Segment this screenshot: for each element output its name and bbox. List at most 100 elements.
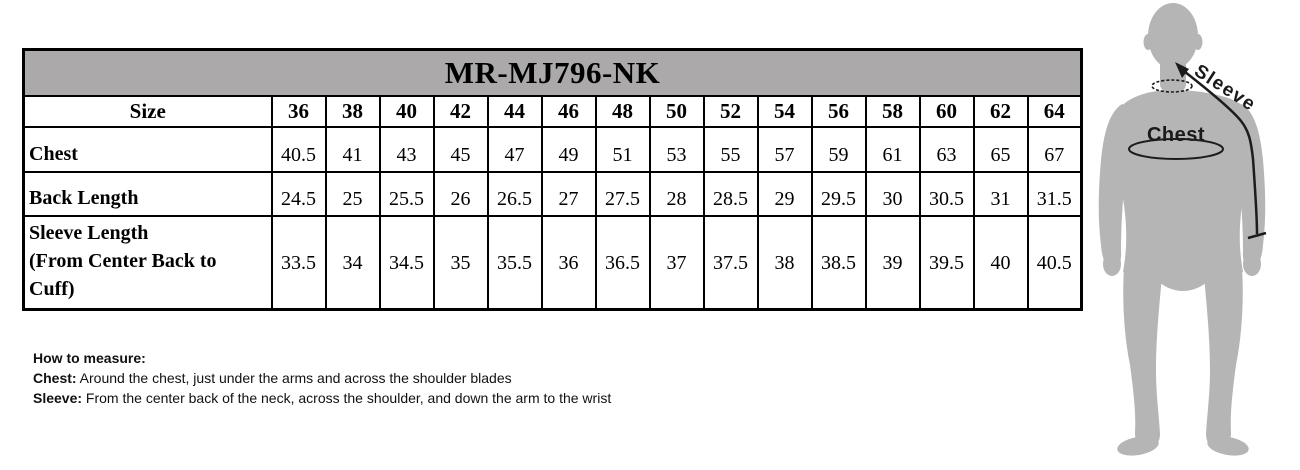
measurement-value-cell: 34 [324, 215, 381, 311]
measurement-value-cell: 57 [756, 126, 813, 173]
sleeve-line-end-bar [1247, 231, 1267, 240]
size-col-header: 36 [270, 95, 327, 128]
measurement-value-cell: 43 [378, 126, 435, 173]
hand-left [1103, 252, 1121, 276]
measurement-value-cell: 33.5 [270, 215, 327, 311]
arm-right [1236, 104, 1266, 269]
measurement-value-cell: 49 [540, 126, 597, 173]
hand-right [1243, 252, 1261, 276]
measurement-value-cell: 59 [810, 126, 867, 173]
size-col-header: 40 [378, 95, 435, 128]
measurement-value-cell: 25.5 [378, 171, 435, 217]
chest-figure-label: Chest [1147, 124, 1205, 146]
leg-left [1123, 268, 1162, 448]
size-col-header: 54 [756, 95, 813, 128]
size-col-header: 38 [324, 95, 381, 128]
measurement-value-cell: 47 [486, 126, 543, 173]
neck [1160, 52, 1186, 92]
how-to-measure-block: How to measure: Chest: Around the chest,… [33, 348, 611, 408]
measurement-value-cell: 36.5 [594, 215, 651, 311]
leg-right [1204, 268, 1243, 448]
chest-term: Chest: [33, 370, 77, 386]
measurement-value-cell: 35.5 [486, 215, 543, 311]
measurement-value-cell: 27.5 [594, 171, 651, 217]
size-col-header: 46 [540, 95, 597, 128]
measurement-value-cell: 26 [432, 171, 489, 217]
size-col-header: 52 [702, 95, 759, 128]
measurement-value-cell: 31 [972, 171, 1029, 217]
size-col-header: 58 [864, 95, 921, 128]
body-silhouette-illustration: Sleeve Chest [1098, 3, 1267, 456]
product-code-title: MR-MJ796-NK [22, 48, 1083, 97]
measurement-row-label: Back Length [22, 171, 273, 217]
measurement-value-cell: 31.5 [1026, 171, 1083, 217]
measurement-value-cell: 40 [972, 215, 1029, 311]
how-to-measure-sleeve-line: Sleeve: From the center back of the neck… [33, 388, 611, 408]
table-title-row: MR-MJ796-NK [22, 48, 1083, 97]
size-col-header: 64 [1026, 95, 1083, 128]
sleeve-arrowhead-icon [1175, 62, 1189, 78]
measurement-marks [1128, 67, 1267, 240]
measurement-value-cell: 55 [702, 126, 759, 173]
size-header-label: Size [22, 95, 273, 128]
measurement-value-cell: 38.5 [810, 215, 867, 311]
measurement-value-cell: 28 [648, 171, 705, 217]
measurement-value-cell: 53 [648, 126, 705, 173]
measurement-row: Back Length 24.5 25 25.5 26 26.5 27 27.5 28 28.5 2… [22, 171, 1083, 217]
measurement-value-cell: 30 [864, 171, 921, 217]
measurement-value-cell: 37 [648, 215, 705, 311]
measurement-value-cell: 26.5 [486, 171, 543, 217]
pelvis [1148, 266, 1218, 291]
size-header-row: Size 36 38 40 42 44 46 48 50 52 54 56 58 60 62 64 [22, 95, 1083, 128]
body-silhouette [1098, 3, 1266, 456]
sleeve-description: From the center back of the neck, across… [82, 390, 612, 406]
foot-left [1117, 436, 1159, 456]
sleeve-measure-line [1179, 67, 1259, 235]
how-to-measure-title: How to measure: [33, 350, 146, 366]
measurement-value-cell: 34.5 [378, 215, 435, 311]
measurement-value-cell: 27 [540, 171, 597, 217]
measurement-value-cell: 65 [972, 126, 1029, 173]
size-col-header: 44 [486, 95, 543, 128]
measurement-value-cell: 41 [324, 126, 381, 173]
size-col-header: 62 [972, 95, 1029, 128]
sleeve-term: Sleeve: [33, 390, 83, 406]
head [1148, 3, 1198, 69]
measurement-value-cell: 36 [540, 215, 597, 311]
measurement-value-cell: 39.5 [918, 215, 975, 311]
size-table-body: Chest 40.5 41 43 45 47 49 51 53 55 57 59 61 63 65 67 Bac… [22, 126, 1083, 311]
measurement-value-cell: 45 [432, 126, 489, 173]
measurement-value-cell: 29.5 [810, 171, 867, 217]
size-col-header: 60 [918, 95, 975, 128]
measurement-value-cell: 40.5 [1026, 215, 1083, 311]
neck-measure-ellipse [1151, 79, 1193, 93]
size-col-header: 56 [810, 95, 867, 128]
measurement-row-label: Chest [22, 126, 273, 173]
measurement-value-cell: 29 [756, 171, 813, 217]
measurement-figure: Sleeve Chest [1090, 0, 1300, 470]
size-col-header: 50 [648, 95, 705, 128]
how-to-measure-chest-line: Chest: Around the chest, just under the … [33, 368, 611, 388]
arm-left [1098, 104, 1128, 269]
measurement-value-cell: 24.5 [270, 171, 327, 217]
measurement-value-cell: 30.5 [918, 171, 975, 217]
size-col-header: 48 [594, 95, 651, 128]
foot-right [1207, 436, 1249, 456]
measurement-value-cell: 37.5 [702, 215, 759, 311]
torso [1117, 90, 1249, 272]
measurement-row: Sleeve Length (From Center Back to Cuff)… [22, 215, 1083, 311]
measurement-value-cell: 51 [594, 126, 651, 173]
measurement-value-cell: 40.5 [270, 126, 327, 173]
measurement-value-cell: 39 [864, 215, 921, 311]
measurement-value-cell: 35 [432, 215, 489, 311]
measurement-row-label: Sleeve Length (From Center Back to Cuff) [22, 215, 273, 311]
chest-description: Around the chest, just under the arms an… [76, 370, 512, 386]
measurement-value-cell: 61 [864, 126, 921, 173]
measurement-value-cell: 38 [756, 215, 813, 311]
size-col-header: 42 [432, 95, 489, 128]
measurement-value-cell: 63 [918, 126, 975, 173]
measurement-value-cell: 28.5 [702, 171, 759, 217]
size-chart-table: MR-MJ796-NK Size 36 38 40 42 44 46 48 50 52 54 56 5… [22, 48, 1083, 311]
measurement-value-cell: 67 [1026, 126, 1083, 173]
chest-measure-ellipse [1128, 138, 1224, 160]
